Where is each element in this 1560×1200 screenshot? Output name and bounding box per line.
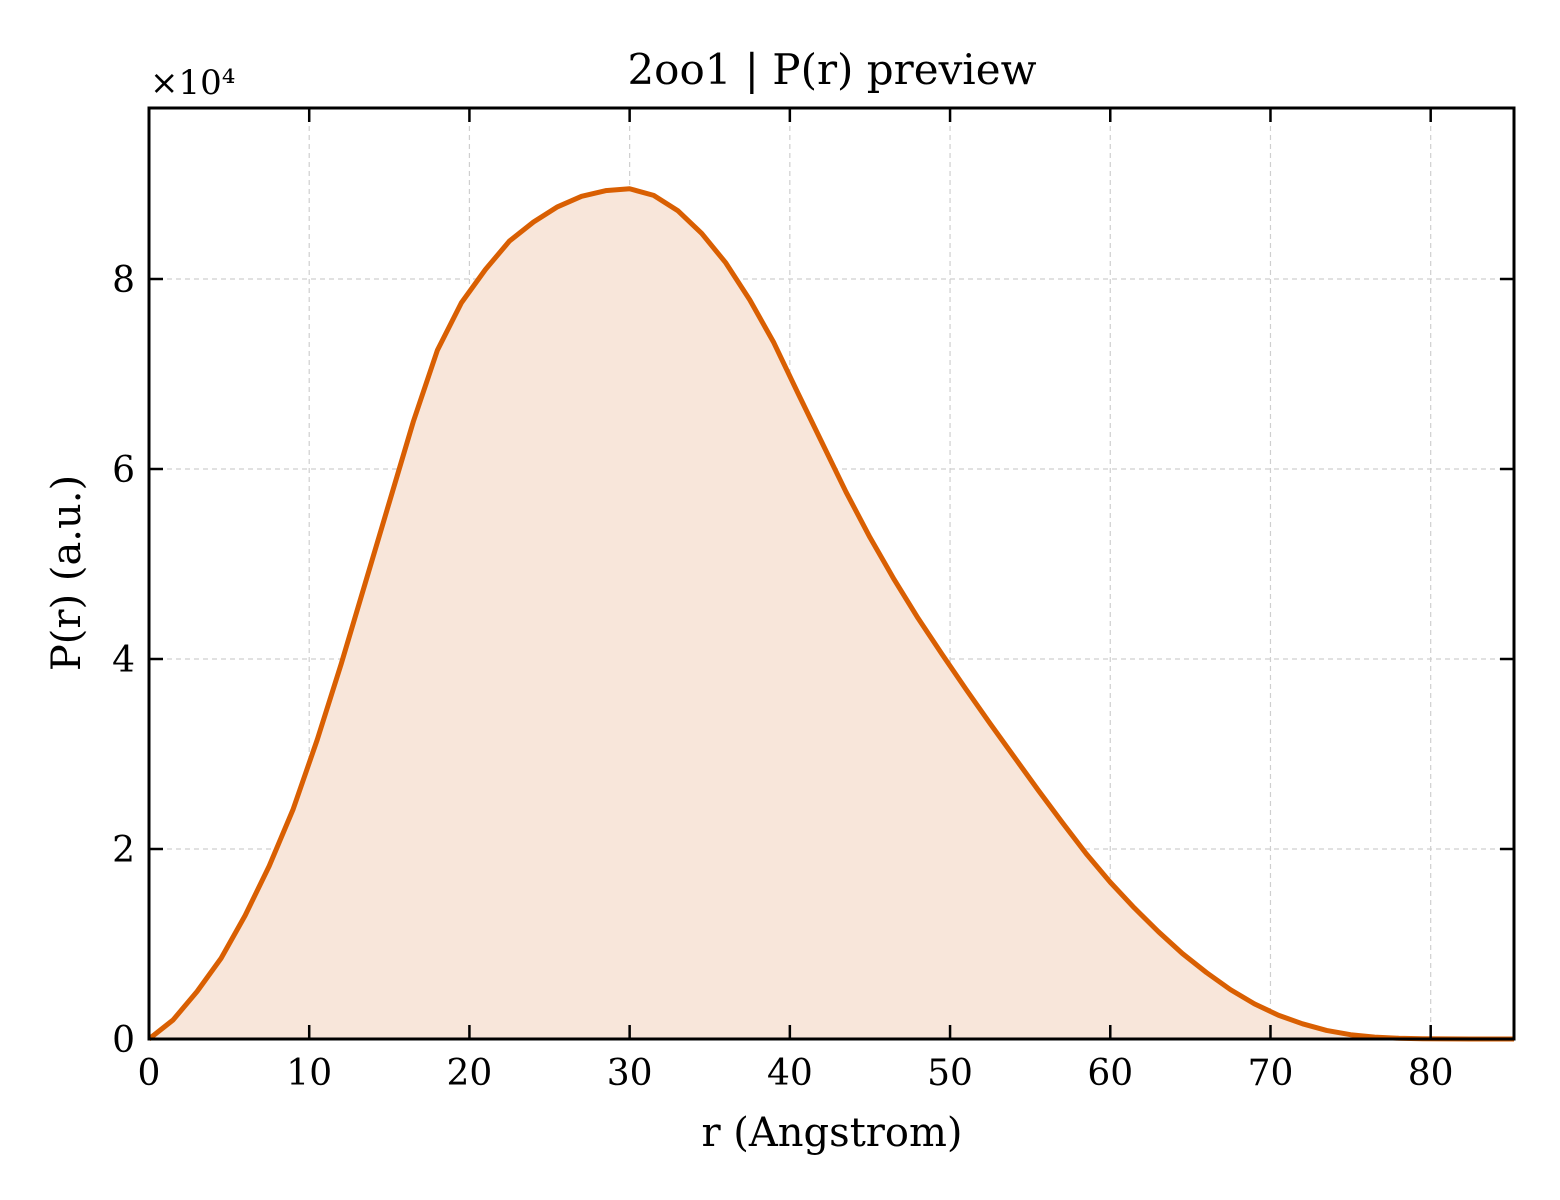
x-tick-label: 80: [1408, 1053, 1454, 1094]
plot-frame: [147, 106, 1516, 1041]
pr-area-fill: [149, 188, 1514, 1039]
x-tick-label: 20: [447, 1053, 493, 1094]
chart-title: 2oo1 | P(r) preview: [627, 45, 1036, 94]
x-tick-label: 30: [607, 1053, 653, 1094]
x-tick-label: 50: [927, 1053, 973, 1094]
tick-label-layer: 0 10 20 30 40 50 60 70 80 0 2 4 6 8: [112, 260, 1454, 1094]
x-axis-title: r (Angstrom): [701, 1110, 962, 1156]
y-tick-label: 2: [112, 830, 135, 871]
x-tick-label: 10: [286, 1053, 332, 1094]
y-tick-label: 6: [112, 450, 135, 491]
x-tick-label: 40: [767, 1053, 813, 1094]
y-multiplier-label: ×10⁴: [150, 63, 235, 103]
x-tick-label: 60: [1087, 1053, 1133, 1094]
y-axis-title: P(r) (a.u.): [44, 475, 90, 671]
x-tick-label: 70: [1248, 1053, 1294, 1094]
y-tick-label: 8: [112, 260, 135, 301]
pr-series-line: [147, 186, 1514, 1042]
y-tick-label: 4: [112, 640, 135, 681]
x-tick-label: 0: [138, 1053, 161, 1094]
y-tick-label: 0: [112, 1020, 135, 1061]
